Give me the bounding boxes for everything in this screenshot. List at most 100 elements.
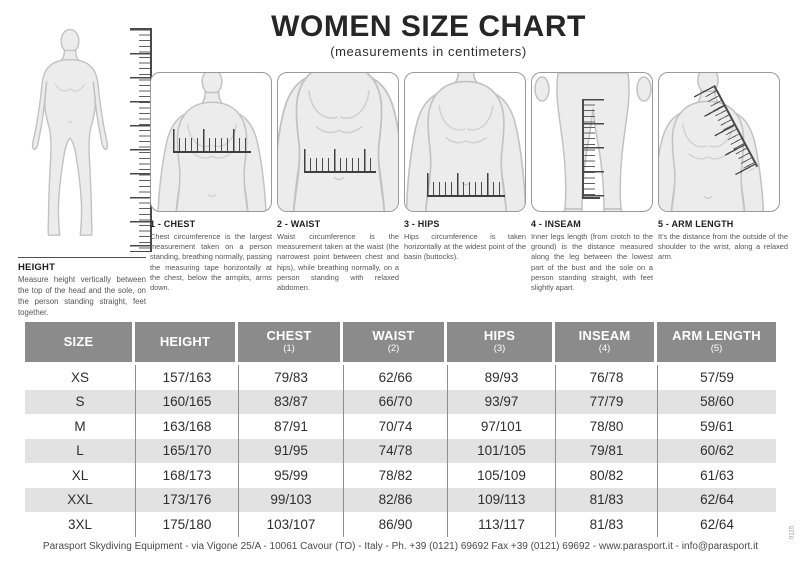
panel-description-chest: Chest circumference is the largest measu… [150,232,272,293]
size-table-header: SIZE HEIGHT CHEST (1) WAIST (2) HIPS (3) INSEAM(… [25,322,776,362]
size-cell: XS [70,369,89,385]
value-cell: 78/80 [555,414,657,439]
value-cell: 97/101 [447,414,555,439]
waist-torso-illustration [278,73,398,211]
woman-silhouette-illustration [31,28,109,236]
value-cell: 62/64 [657,487,776,512]
value-cell: 81/83 [555,487,657,512]
footer-contact-line: Parasport Skydiving Equipment - via Vigo… [42,541,759,552]
column-header-height: HEIGHT [135,322,235,362]
size-cell: 3XL [67,516,93,532]
height-ruler-icon [130,28,152,252]
value-cell: 60/62 [657,438,776,463]
value-cell: 103/107 [238,512,343,537]
measurement-panel-chest: 1 - CHEST Chest circumference is the lar… [150,72,272,293]
size-cell: S [75,394,85,410]
value-cell: 57/59 [657,365,776,390]
size-cell: XL [71,467,89,483]
value-cell: 62/66 [343,365,447,390]
arm-length-figure-box [658,72,780,212]
page-subtitle: (measurements in centimeters) [330,44,527,59]
panel-description-hips: Hips circumference is taken horizontally… [404,232,526,262]
table-row-l: L 165/170 91/95 74/78 101/105 79/81 60/62 [25,438,776,463]
column-header-label: HIPS [483,328,516,344]
value-cell: 79/81 [555,438,657,463]
column-header-number: (3) [493,343,506,355]
table-row-s: S 160/165 83/87 66/70 93/97 77/79 58/60 [25,389,776,414]
value-cell: 81/83 [555,512,657,537]
inseam-ruler-icon [582,99,604,199]
column-header-arm-length: ARM LENGTH (5) [657,322,776,362]
waist-figure-box [277,72,399,212]
column-header-label: HEIGHT [159,333,211,349]
value-cell: 82/86 [343,487,447,512]
value-cell: 168/173 [135,463,238,488]
panel-description-arm-length: It's the distance from the outside of th… [658,232,788,262]
page-header: WOMEN SIZE CHART (measurements in centim… [0,10,801,59]
value-cell: 62/64 [657,512,776,537]
divider-line [18,257,146,258]
height-heading: HEIGHT [18,262,56,273]
value-cell: 89/93 [447,365,555,390]
measurement-panel-waist: 2 - WAIST Waist circumference is the mea… [277,72,399,293]
value-cell: 58/60 [657,389,776,414]
column-header-label: CHEST [266,328,312,344]
size-cell: M [74,418,86,434]
value-cell: 66/70 [343,389,447,414]
value-cell: 105/109 [447,463,555,488]
value-cell: 99/103 [238,487,343,512]
value-cell: 77/79 [555,389,657,414]
value-cell: 61/63 [657,463,776,488]
column-header-waist: WAIST (2) [343,322,444,362]
panel-heading-arm-length: 5 - ARM LENGTH [658,219,734,229]
column-header-label: INSEAM [578,328,631,344]
value-cell: 59/61 [657,414,776,439]
value-cell: 91/95 [238,438,343,463]
column-header-number: (5) [710,343,723,355]
height-measurement-block: HEIGHT Measure height vertically between… [18,257,146,319]
value-cell: 157/163 [135,365,238,390]
panel-heading-inseam: 4 - INSEAM [531,219,582,229]
column-header-label: ARM LENGTH [672,328,761,344]
value-cell: 165/170 [135,438,238,463]
value-cell: 175/180 [135,512,238,537]
column-header-size: SIZE [25,322,132,362]
waist-measuring-tape-icon [304,149,376,173]
panel-heading-hips: 3 - HIPS [404,219,440,229]
value-cell: 70/74 [343,414,447,439]
panel-description-inseam: Inner legs length (from crotch to the gr… [531,232,653,293]
value-cell: 93/97 [447,389,555,414]
column-header-hips: HIPS (3) [447,322,552,362]
column-header-number: (1) [283,343,295,355]
value-cell: 113/117 [447,512,555,537]
measurement-panel-arm-length: 5 - ARM LENGTH It's the distance from th… [658,72,788,263]
panel-description-waist: Waist circumference is the measurement t… [277,232,399,293]
table-row-xxl: XXL 173/176 99/103 82/86 109/113 81/83 62/64 [25,487,776,512]
column-header-number: (2) [387,343,400,355]
hips-figure-box [404,72,526,212]
size-table-body: XS 157/163 79/83 62/66 89/93 76/78 57/59 S 160/1… [25,365,776,537]
value-cell: 101/105 [447,438,555,463]
column-header-number: (4) [598,343,611,355]
value-cell: 74/78 [343,438,447,463]
value-cell: 87/91 [238,414,343,439]
table-row-3xl: 3XL 175/180 103/107 86/90 113/117 81/83 62/64 [25,512,776,537]
column-header-inseam: INSEAM (4) [555,322,654,362]
column-header-chest: CHEST (1) [238,322,340,362]
column-header-label: SIZE [63,333,94,349]
size-table: SIZE HEIGHT CHEST (1) WAIST (2) HIPS (3) INSEAM(… [25,322,776,537]
value-cell: 78/82 [343,463,447,488]
value-cell: 79/83 [238,365,343,390]
inseam-figure-box [531,72,653,212]
value-cell: 163/168 [135,414,238,439]
document-code: 0115 [788,525,796,540]
value-cell: 95/99 [238,463,343,488]
measurement-panel-hips: 3 - HIPS Hips circumference is taken hor… [404,72,526,263]
table-row-xs: XS 157/163 79/83 62/66 89/93 76/78 57/59 [25,365,776,390]
table-row-m: M 163/168 87/91 70/74 97/101 78/80 59/61 [25,414,776,439]
page-title: WOMEN SIZE CHART [271,10,586,43]
value-cell: 80/82 [555,463,657,488]
measurement-panel-inseam: 4 - INSEAM Inner legs length (from crotc… [531,72,653,293]
size-cell: L [76,443,84,459]
height-description: Measure height vertically between the to… [18,275,146,317]
